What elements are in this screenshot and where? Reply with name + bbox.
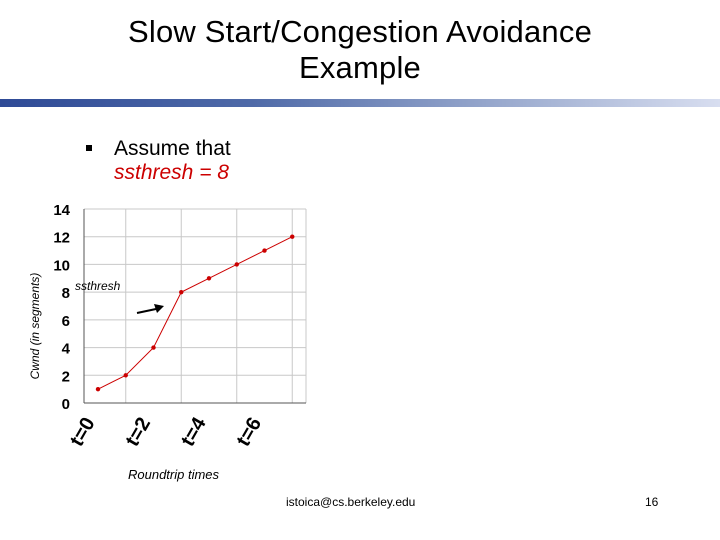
x-tick-label-t=2: t=2: [121, 414, 155, 451]
bullet-ssthresh-value: ssthresh = 8: [114, 161, 229, 184]
x-tick-label-t=0: t=0: [66, 414, 100, 451]
y-tick-label-12: 12: [53, 230, 70, 247]
series-cwnd: [95, 234, 295, 392]
y-tick-labels: 0 2 4 6 8 10 12 14: [53, 202, 70, 413]
slide-title: Slow Start/Congestion Avoidance Example: [60, 14, 660, 86]
data-point-3: [179, 289, 184, 295]
x-axis-label: Roundtrip times: [128, 467, 220, 482]
x-tick-label-t=6: t=6: [232, 414, 266, 451]
y-tick-label-14: 14: [53, 202, 70, 219]
square-bullet-icon: [86, 145, 92, 151]
series-line: [97, 236, 293, 390]
slide-title-line-1: Slow Start/Congestion Avoidance: [127, 14, 593, 49]
y-axis-label: Cwnd (in segments): [28, 273, 42, 380]
grid-lines: [84, 208, 307, 403]
bullet-text: Assume that: [114, 137, 231, 160]
ssthresh-annotation: ssthresh: [75, 279, 164, 314]
slide-title-line-2: Example: [298, 50, 421, 85]
data-point-2: [151, 345, 156, 350]
y-tick-label-4: 4: [62, 341, 71, 358]
data-point-5: [234, 262, 239, 267]
y-tick-label-2: 2: [62, 368, 70, 385]
page-number: 16: [645, 495, 659, 509]
chart-axes: [83, 209, 306, 404]
y-tick-label-10: 10: [53, 257, 70, 274]
data-point-4: [206, 276, 212, 281]
y-tick-label-6: 6: [62, 313, 70, 330]
x-tick-labels: t=0 t=2 t=4 t=6: [66, 413, 266, 450]
y-tick-label-0: 0: [62, 396, 70, 413]
data-point-6: [262, 248, 267, 253]
title-underline-bar: [0, 99, 720, 107]
data-point-0: [95, 386, 101, 392]
data-point-1: [123, 373, 128, 378]
footer-email: istoica@cs.berkeley.edu: [286, 495, 416, 509]
ssthresh-arrow-head-icon: [154, 304, 164, 313]
data-point-7: [290, 234, 295, 239]
ssthresh-arrow-shaft: [136, 308, 157, 314]
y-tick-label-8: 8: [62, 285, 70, 302]
x-tick-label-t=4: t=4: [177, 413, 211, 450]
ssthresh-label: ssthresh: [75, 279, 121, 293]
